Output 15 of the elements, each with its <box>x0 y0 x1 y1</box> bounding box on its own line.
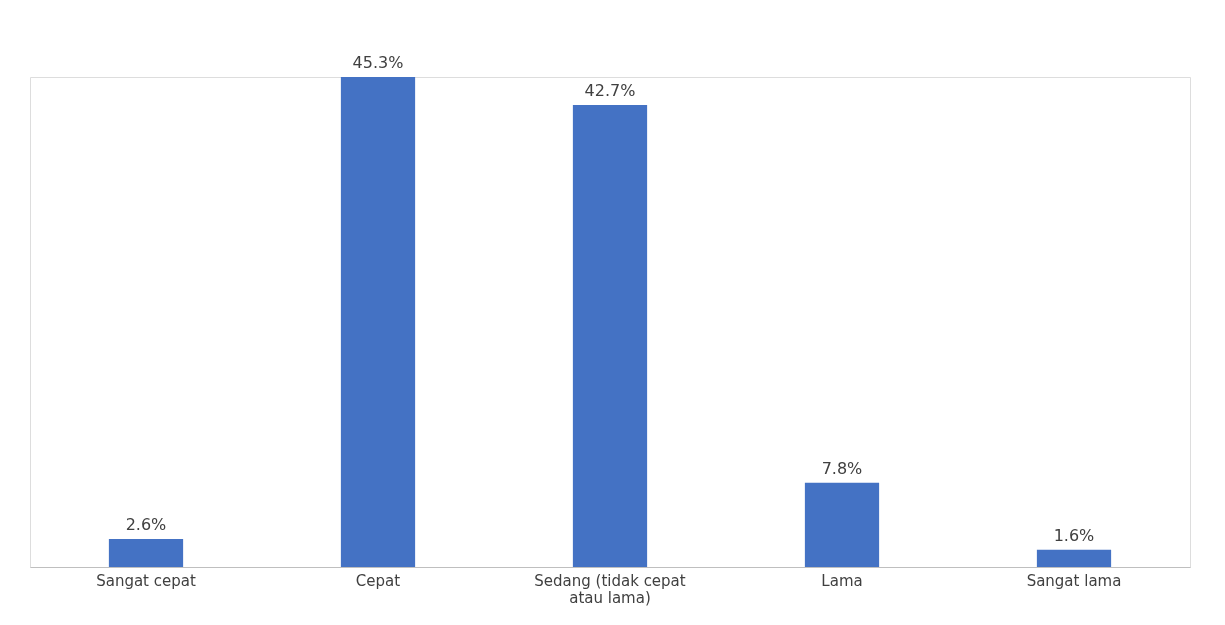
data-label: 42.7% <box>584 81 636 101</box>
x-tick-label: Sangat cepat <box>96 571 196 590</box>
data-label: 2.6% <box>125 514 167 534</box>
bar <box>108 538 184 567</box>
x-tick-label: Lama <box>821 571 863 590</box>
bar <box>1036 549 1112 567</box>
x-tick-label: Cepat <box>355 571 401 590</box>
data-label: 1.6% <box>1053 525 1095 545</box>
bar <box>804 482 880 567</box>
data-label: 7.8% <box>821 458 863 478</box>
x-tick-label: Sangat lama <box>1026 571 1122 590</box>
data-label: 45.3% <box>352 53 404 72</box>
bar <box>572 105 648 567</box>
bar <box>340 77 416 567</box>
x-tick-label: Sedang (tidak cepat atau lama) <box>534 571 686 607</box>
